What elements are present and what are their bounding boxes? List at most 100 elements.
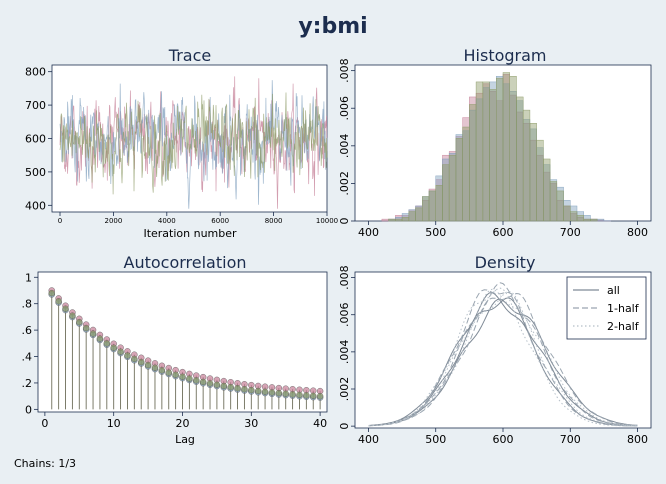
autocorrelation-point-chain-3 (158, 367, 166, 374)
autocorrelation-point-chain-3 (110, 344, 117, 351)
autocorrelation-ytick-label: 1 (25, 271, 32, 284)
histogram-bar-chain-3 (415, 207, 423, 222)
density-curve-2-half (368, 287, 638, 427)
histogram-bar-chain-3 (401, 216, 410, 222)
autocorrelation-point-chain-3 (131, 355, 138, 363)
autocorrelation-point-chain-3 (69, 312, 76, 319)
autocorrelation-point-chain-3 (296, 391, 303, 399)
histogram-bar-chain-3 (408, 211, 416, 222)
autocorrelation-point-chain-3 (165, 369, 172, 376)
density-curve-1-half (368, 292, 638, 427)
autocorrelation-xtick-label: 10 (107, 417, 121, 430)
density-curve-2-half (368, 290, 638, 427)
autocorrelation-point-chain-3 (124, 352, 131, 359)
histogram-ytick-label: .006 (338, 96, 351, 121)
histogram-bar-chain-3 (489, 89, 497, 222)
autocorrelation-point-chain-3 (48, 289, 55, 297)
trace-ytick-label: 700 (25, 99, 46, 112)
legend-label-1-half: 1-half (607, 302, 640, 315)
histogram-bar-chain-3 (522, 109, 531, 222)
autocorrelation-point-chain-3 (254, 387, 262, 395)
histogram-bar-chain-3 (509, 76, 517, 222)
histogram-ytick-label: 0 (338, 218, 351, 225)
histogram-bar-chain-3 (496, 77, 504, 222)
autocorrelation-point-chain-3 (213, 381, 221, 388)
histogram-bar-chain-3 (502, 72, 510, 222)
density-xtick-label: 400 (358, 433, 379, 446)
trace-ytick-label: 500 (25, 166, 46, 179)
trace-xtick-label: 0 (58, 217, 62, 225)
density-title: Density (475, 253, 536, 272)
density-xtick-label: 700 (560, 433, 581, 446)
histogram-bar-chain-3 (536, 139, 544, 222)
autocorrelation-point-chain-3 (289, 391, 296, 398)
histogram-title: Histogram (464, 46, 547, 65)
density-legend-box (566, 276, 647, 340)
autocorrelation-ytick-label: .2 (22, 377, 33, 390)
trace-series-layer (59, 76, 328, 209)
autocorrelation-xtick-label: 20 (176, 417, 190, 430)
histogram-ytick-label: .008 (338, 58, 351, 83)
autocorrelation-point-chain-3 (199, 378, 207, 386)
histogram-bar-chain-3 (442, 164, 450, 222)
autocorrelation-xtick-label: 0 (41, 417, 48, 430)
autocorrelation-point-chain-3 (82, 324, 90, 332)
histogram-bar-chain-3 (570, 211, 578, 222)
density-curves-layer (368, 282, 638, 427)
autocorrelation-point-chain-3 (186, 375, 193, 382)
trace-ytick-label: 800 (25, 66, 46, 79)
autocorrelation-point-chain-3 (179, 373, 186, 381)
histogram-bar-chain-3 (448, 154, 457, 222)
autocorrelation-point-chain-3 (316, 393, 324, 400)
trace-xtick-label: 8000 (265, 217, 283, 225)
density-ytick-label: .006 (338, 302, 351, 327)
histogram-xtick-label: 600 (493, 226, 514, 239)
autocorrelation-point-chain-3 (234, 385, 241, 392)
autocorrelation-point-chain-3 (89, 330, 97, 337)
density-ytick-label: .004 (338, 340, 351, 365)
density-legend: all 1-half 2-half (566, 276, 647, 340)
legend-label-all: all (607, 284, 620, 297)
autocorrelation-ytick-label: .6 (22, 324, 33, 337)
density-ytick-label: .002 (338, 377, 351, 402)
trace-xlabel: Iteration number (143, 227, 237, 240)
histogram-bar-chain-3 (462, 126, 470, 222)
autocorrelation-point-chain-3 (151, 364, 159, 372)
trace-xtick-label: 4000 (158, 217, 176, 225)
autocorrelation-point-chain-3 (103, 340, 111, 347)
density-xtick-label: 600 (493, 433, 514, 446)
autocorrelation-point-chain-3 (261, 388, 269, 395)
histogram-ytick-label: .002 (338, 171, 351, 196)
trace-xtick-label: 10000 (316, 217, 338, 225)
axes-layer: 0 2000 4000 6000 8000 10000400500600700800400… (22, 58, 649, 446)
main-title: y:bmi (298, 14, 367, 39)
autocorrelation-point-chain-3 (282, 390, 289, 397)
histogram-bar-chain-3 (455, 138, 463, 222)
autocorrelation-markers-layer (48, 287, 324, 410)
autocorrelation-xtick-label: 40 (313, 417, 327, 430)
density-ytick-label: 0 (338, 423, 351, 430)
density-curve-1-half (368, 282, 638, 427)
histogram-bar-chain-3 (543, 158, 551, 222)
trace-xtick-label: 2000 (104, 217, 122, 225)
histogram-bars-layer (381, 72, 611, 222)
density-curve-1-half (368, 289, 638, 427)
autocorrelation-point-chain-3 (62, 305, 69, 312)
autocorrelation-point-chain-3 (303, 392, 310, 399)
legend-label-2-half: 2-half (607, 320, 640, 333)
histogram-bar-chain-3 (428, 190, 436, 222)
histogram-bar-chain-3 (422, 196, 430, 222)
trace-series-chain-1 (59, 76, 328, 209)
autocorrelation-point-chain-3 (241, 386, 248, 393)
histogram-bar-chain-3 (482, 81, 490, 222)
autocorrelation-point-chain-3 (96, 335, 104, 342)
autocorrelation-point-chain-3 (206, 380, 214, 387)
chains-footnote: Chains: 1/3 (14, 457, 76, 470)
density-curve-all (368, 292, 638, 427)
autocorrelation-point-chain-3 (268, 389, 276, 396)
autocorrelation-point-chain-3 (193, 377, 200, 384)
histogram-bar-chain-3 (469, 104, 477, 222)
histogram-bar-chain-3 (475, 81, 484, 222)
histogram-bar-chain-3 (388, 218, 396, 222)
histogram-bar-chain-3 (590, 218, 598, 222)
